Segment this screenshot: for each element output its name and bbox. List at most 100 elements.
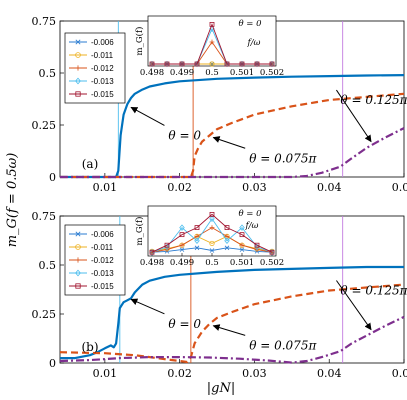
inset-point — [164, 61, 170, 67]
inset-point — [209, 225, 215, 230]
inset-point — [209, 211, 215, 217]
inset-title: θ = 0 — [238, 209, 262, 219]
inset-point — [239, 232, 245, 238]
legend-marker — [75, 231, 81, 237]
inset-point — [149, 60, 155, 68]
inset-point — [254, 60, 260, 68]
inset-point — [179, 247, 185, 252]
legend-marker — [75, 283, 81, 289]
annotation-arrow — [212, 324, 246, 336]
inset-point — [149, 249, 155, 255]
inset-point — [164, 242, 170, 248]
inset-x-tick-label: 0.501 — [230, 258, 254, 268]
legend-entry: -0.012 — [91, 256, 114, 265]
y-tick-label: 0.75 — [32, 210, 57, 223]
inset-y-label: m_G(f) — [134, 217, 145, 246]
legend-marker — [75, 269, 81, 277]
inset-point — [209, 215, 215, 223]
y-tick-label: 0.5 — [39, 259, 57, 272]
annotation-label: θ = 0.125π — [340, 283, 407, 297]
inset-point — [179, 232, 185, 238]
inset-x-tick-label: 0.499 — [170, 68, 194, 78]
x-tick-label: 0.02 — [167, 367, 192, 380]
inset-series-line — [152, 23, 272, 65]
annotation-label: θ = 0.125π — [340, 93, 407, 107]
x-tick-label: 0.05 — [392, 181, 407, 194]
series-line — [60, 92, 405, 179]
x-axis-label: |gN| — [207, 381, 235, 396]
inset-point — [269, 60, 275, 68]
inset-point — [269, 61, 275, 67]
x-tick-label: 0.04 — [317, 367, 342, 380]
legend-marker — [75, 91, 81, 97]
legend-entry: -0.013 — [91, 77, 114, 86]
inset-series-line — [151, 235, 273, 252]
inset-point — [209, 21, 215, 27]
inset-point — [239, 247, 245, 252]
series-line — [59, 283, 405, 364]
inset-point — [239, 60, 245, 68]
x-tick-label: 0.01 — [93, 367, 118, 380]
inset-point — [239, 242, 245, 248]
inset-point — [164, 60, 170, 68]
inset-x-tick-label: 0.501 — [230, 68, 254, 78]
annotation-arrow — [130, 298, 165, 315]
inset-x-tick-label: 0.502 — [260, 68, 284, 78]
inset-point — [209, 240, 215, 247]
inset-x-tick-label: 0.5 — [205, 258, 219, 268]
inset-x-label: f/ω — [247, 38, 261, 48]
inset-x-label: f/ω — [245, 221, 259, 231]
x-tick-label: 0.05 — [392, 367, 407, 380]
legend-marker — [75, 244, 81, 250]
annotation-label: θ = 0 — [168, 128, 201, 142]
inset-x-tick-label: 0.499 — [170, 258, 194, 268]
inset-point — [224, 245, 230, 251]
inset-y-label: m_G(f) — [134, 27, 145, 56]
annotation-arrow — [212, 136, 246, 149]
legend-entry: -0.011 — [91, 243, 114, 252]
legend-marker — [75, 39, 81, 45]
y-tick-label: 0.25 — [32, 119, 57, 132]
x-tick-label: 0.01 — [93, 181, 118, 194]
inset-point — [209, 61, 215, 67]
inset-point — [254, 61, 260, 67]
annotation-arrow — [130, 106, 165, 126]
y-tick-label: 0.5 — [39, 67, 57, 80]
legend-entry: -0.012 — [91, 64, 114, 73]
inset-point — [149, 61, 155, 67]
panel-label: (b) — [81, 340, 98, 354]
inset-point — [224, 60, 230, 68]
legend-marker — [75, 257, 81, 263]
annotation-label: θ = 0 — [168, 317, 201, 331]
annotation-arrow — [336, 280, 372, 331]
x-tick-label: 0.02 — [167, 181, 192, 194]
inset-point — [254, 242, 260, 248]
y-tick-label: 0.75 — [32, 15, 57, 28]
legend-marker — [75, 65, 81, 71]
series-line — [60, 74, 405, 179]
inset-point — [239, 224, 245, 231]
series-line — [60, 127, 405, 179]
panel-a: 0 0.25 0.5 0.75 0.01 0.02 0.03 0.04 0.05 θ = 0 θ =… — [32, 15, 407, 194]
inset-x-tick-label: 0.498 — [140, 68, 164, 78]
legend-entry: -0.006 — [91, 38, 114, 47]
legend-entry: -0.015 — [91, 90, 114, 99]
y-axis-label: m_G(f = 0.5ω) — [5, 153, 20, 248]
series-line — [60, 265, 404, 360]
y-tick-label: 0 — [49, 357, 56, 370]
inset-point — [224, 225, 230, 231]
annotation-label: θ = 0.075π — [249, 338, 317, 352]
panel-b: 0 0.25 0.5 0.75 0.01 0.02 0.03 0.04 0.05 θ = 0 θ =… — [32, 205, 407, 380]
legend-marker — [75, 52, 81, 58]
inset-point — [179, 61, 185, 67]
inset-series-line — [151, 213, 273, 253]
legend-entry: -0.011 — [91, 51, 114, 60]
x-tick-label: 0.03 — [242, 367, 267, 380]
legend-entry: -0.013 — [91, 269, 114, 278]
legend-entry: -0.006 — [91, 230, 114, 239]
inset-point — [179, 242, 185, 248]
inset-x-tick-label: 0.5 — [205, 68, 219, 78]
x-tick-label: 0.03 — [242, 181, 267, 194]
inset-point — [269, 249, 275, 255]
